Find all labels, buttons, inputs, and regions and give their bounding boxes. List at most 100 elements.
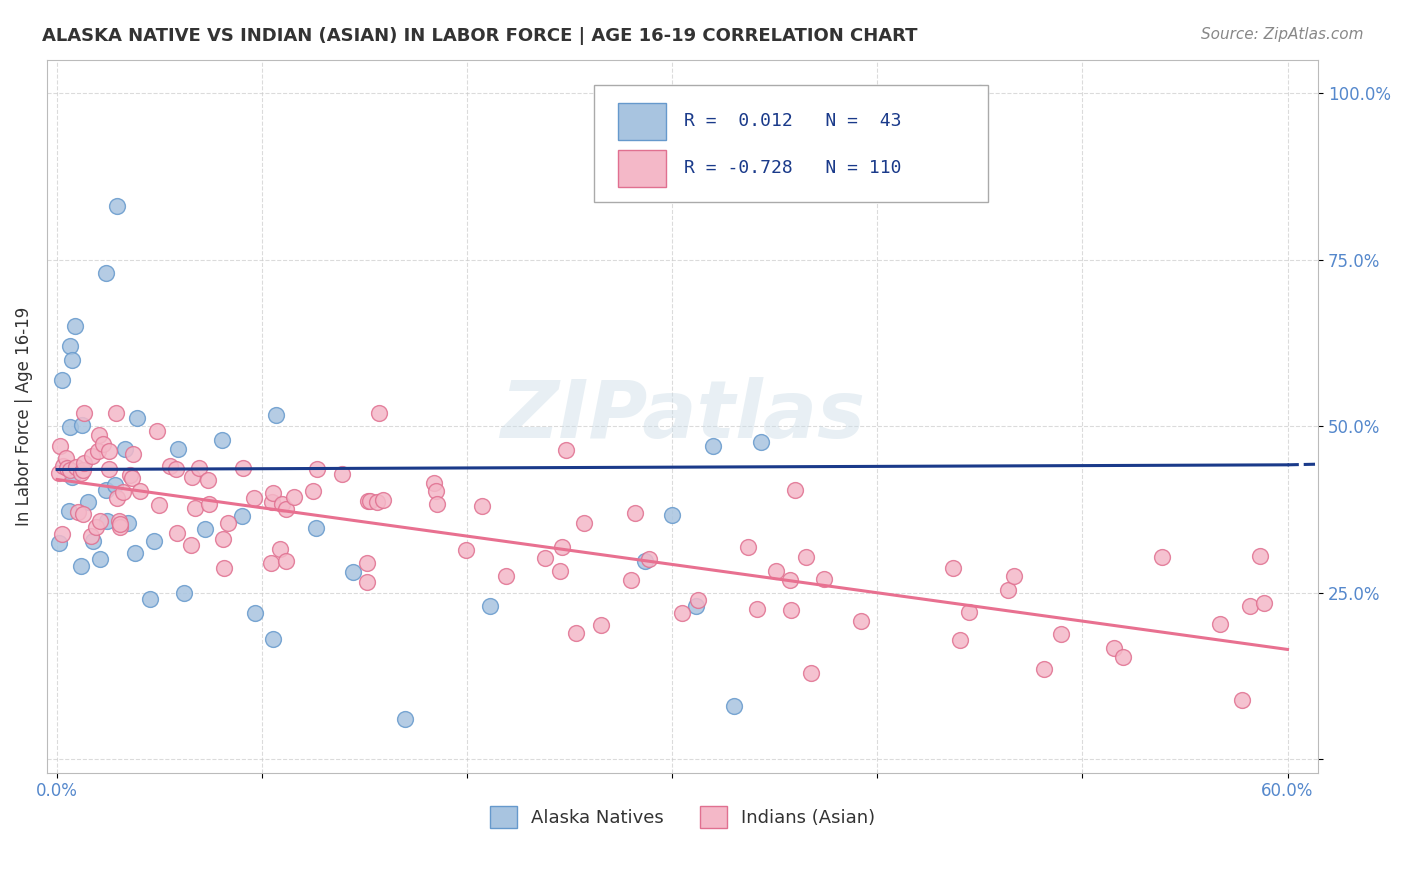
Point bbox=[849, 614, 872, 628]
Point bbox=[105, 199, 128, 213]
Point bbox=[108, 514, 131, 528]
Point bbox=[198, 497, 221, 511]
Point bbox=[302, 483, 325, 498]
Point bbox=[214, 561, 236, 575]
Point bbox=[1239, 599, 1261, 614]
Point bbox=[957, 605, 980, 619]
Point bbox=[269, 541, 291, 556]
Point bbox=[59, 339, 82, 353]
Point bbox=[51, 372, 73, 386]
Point bbox=[122, 447, 145, 461]
Point bbox=[129, 483, 152, 498]
Point bbox=[112, 485, 135, 500]
Point bbox=[779, 603, 801, 617]
Point bbox=[66, 505, 89, 519]
Point bbox=[84, 520, 107, 534]
Point bbox=[283, 490, 305, 504]
Point bbox=[471, 499, 494, 513]
Point bbox=[1112, 649, 1135, 664]
Point bbox=[373, 493, 395, 508]
Point bbox=[619, 573, 641, 587]
Point bbox=[425, 484, 447, 499]
Point bbox=[110, 516, 132, 531]
Point bbox=[48, 536, 70, 550]
Point bbox=[166, 442, 188, 457]
Bar bbox=[617, 103, 666, 140]
Point bbox=[634, 554, 657, 568]
Point bbox=[187, 461, 209, 475]
FancyBboxPatch shape bbox=[593, 85, 988, 202]
Point bbox=[211, 434, 233, 448]
Point bbox=[305, 462, 328, 476]
Point bbox=[661, 508, 683, 523]
Point bbox=[73, 406, 96, 420]
Point bbox=[96, 514, 118, 528]
Point bbox=[572, 516, 595, 531]
Point bbox=[55, 451, 77, 466]
Point bbox=[637, 552, 659, 566]
Point bbox=[59, 420, 82, 434]
Point bbox=[949, 633, 972, 648]
Point bbox=[114, 442, 136, 456]
Point bbox=[745, 602, 768, 616]
Point bbox=[702, 439, 724, 453]
Point bbox=[551, 540, 574, 554]
Point bbox=[330, 467, 353, 481]
Point bbox=[260, 495, 283, 509]
Point bbox=[181, 470, 204, 484]
Text: ZIPatlas: ZIPatlas bbox=[501, 377, 865, 455]
Point bbox=[146, 424, 169, 438]
Point bbox=[737, 540, 759, 554]
Point bbox=[534, 551, 557, 566]
Point bbox=[63, 319, 86, 334]
Point bbox=[942, 560, 965, 574]
Point bbox=[98, 444, 121, 458]
Point bbox=[148, 498, 170, 512]
Point bbox=[173, 586, 195, 600]
Bar bbox=[617, 150, 666, 187]
Point bbox=[86, 444, 108, 458]
Point bbox=[51, 526, 73, 541]
Point bbox=[1253, 597, 1275, 611]
Point bbox=[197, 473, 219, 487]
Point bbox=[194, 522, 217, 536]
Point bbox=[142, 534, 165, 549]
Point bbox=[495, 568, 517, 582]
Point bbox=[1033, 663, 1056, 677]
Point bbox=[564, 625, 586, 640]
Point bbox=[422, 475, 444, 490]
Point bbox=[274, 502, 297, 516]
Y-axis label: In Labor Force | Age 16-19: In Labor Force | Age 16-19 bbox=[15, 307, 32, 525]
Point bbox=[108, 520, 131, 534]
Point bbox=[59, 463, 82, 477]
Point bbox=[368, 406, 391, 420]
Point bbox=[1249, 549, 1271, 563]
Point bbox=[82, 534, 104, 549]
Text: R =  0.012   N =  43: R = 0.012 N = 43 bbox=[683, 112, 901, 130]
Point bbox=[356, 557, 378, 571]
Point bbox=[783, 483, 806, 497]
Point bbox=[82, 449, 104, 463]
Point bbox=[58, 503, 80, 517]
Point bbox=[232, 461, 254, 475]
Point bbox=[1232, 692, 1254, 706]
Point bbox=[555, 443, 578, 458]
Point bbox=[813, 572, 835, 586]
Point bbox=[800, 665, 823, 680]
Point bbox=[65, 460, 87, 475]
Point bbox=[212, 533, 235, 547]
Point bbox=[124, 546, 146, 560]
Text: ALASKA NATIVE VS INDIAN (ASIAN) IN LABOR FORCE | AGE 16-19 CORRELATION CHART: ALASKA NATIVE VS INDIAN (ASIAN) IN LABOR… bbox=[42, 27, 918, 45]
Point bbox=[159, 459, 181, 474]
Point bbox=[749, 435, 772, 450]
Point bbox=[1102, 640, 1125, 655]
Point bbox=[356, 575, 378, 590]
Point bbox=[342, 565, 364, 579]
Point bbox=[52, 459, 75, 474]
Point bbox=[76, 495, 98, 509]
Point bbox=[70, 466, 93, 480]
Point bbox=[969, 86, 991, 100]
Point bbox=[1002, 568, 1025, 582]
Point bbox=[779, 573, 801, 587]
Point bbox=[359, 494, 381, 508]
